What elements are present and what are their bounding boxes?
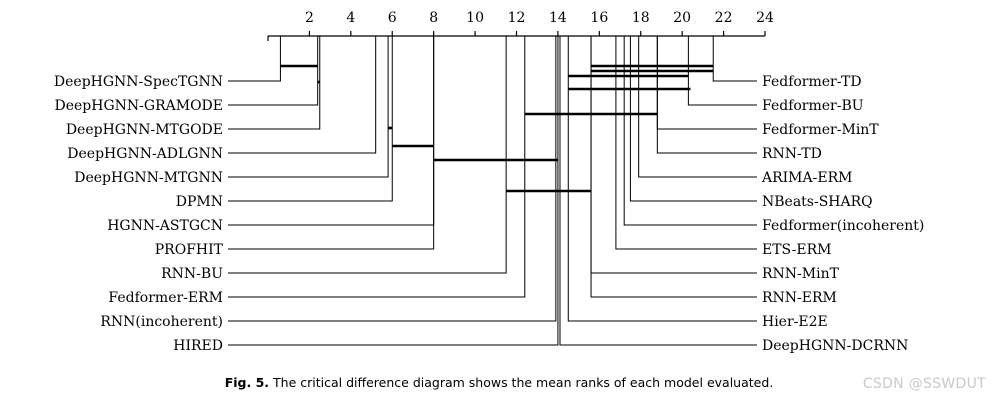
left-model-label: Fedformer-ERM bbox=[108, 290, 223, 306]
right-model-label: Hier-E2E bbox=[762, 314, 828, 330]
right-model-label: NBeats-SHARQ bbox=[762, 194, 873, 210]
right-model-connector bbox=[590, 36, 757, 298]
left-model-group: DeepHGNN-SpecTGNN DeepHGNN-GRAMODE DeepHGN… bbox=[54, 36, 559, 354]
right-model-label: Fedformer-BU bbox=[762, 98, 864, 114]
caption-text: The critical difference diagram shows th… bbox=[273, 375, 774, 390]
right-model-label: DeepHGNN-DCRNN bbox=[762, 338, 908, 354]
axis-tick-label: 24 bbox=[756, 10, 774, 26]
clique-bars bbox=[280, 64, 714, 193]
right-model-label: RNN-ERM bbox=[762, 290, 837, 306]
right-model-label: Fedformer(incoherent) bbox=[762, 218, 924, 234]
left-model-label: DeepHGNN-MTGODE bbox=[66, 122, 223, 138]
right-model-label: Fedformer-TD bbox=[762, 74, 862, 90]
left-model-label: DPMN bbox=[176, 194, 223, 210]
right-model-label: RNN-MinT bbox=[762, 266, 840, 282]
left-model-connector bbox=[228, 36, 389, 178]
right-model-connector bbox=[656, 36, 757, 130]
axis-tick-label: 12 bbox=[508, 10, 526, 26]
left-model-label: HIRED bbox=[173, 338, 223, 354]
left-model-connector bbox=[228, 36, 321, 130]
left-model-connector bbox=[228, 36, 507, 274]
left-model-label: HGNN-ASTGCN bbox=[107, 218, 223, 234]
left-model-connector bbox=[228, 36, 526, 298]
right-model-label: ETS-ERM bbox=[762, 242, 832, 258]
left-model-label: DeepHGNN-MTGNN bbox=[74, 170, 223, 186]
right-model-connector bbox=[687, 36, 757, 106]
right-model-connector bbox=[615, 36, 757, 250]
right-model-connector bbox=[629, 36, 757, 202]
right-model-group: Fedformer-TD Fedformer-BU Fedformer-MinT RN… bbox=[559, 36, 924, 354]
left-model-label: DeepHGNN-ADLGNN bbox=[67, 146, 223, 162]
left-model-connector bbox=[228, 36, 281, 82]
rank-axis: 2 4 6 8 10 12 14 16 18 20 22 24 bbox=[267, 10, 774, 41]
axis-tick-label: 22 bbox=[715, 10, 733, 26]
right-model-label: ARIMA-ERM bbox=[761, 170, 852, 186]
right-model-connector bbox=[559, 36, 757, 346]
left-model-label: RNN-BU bbox=[161, 266, 223, 282]
right-model-connector bbox=[623, 36, 757, 226]
left-model-connector bbox=[228, 36, 557, 322]
left-model-connector bbox=[228, 36, 435, 226]
axis-tick-label: 10 bbox=[466, 10, 484, 26]
axis-tick-label: 8 bbox=[429, 10, 438, 26]
left-model-label: RNN(incoherent) bbox=[100, 314, 223, 330]
axis-tick-label: 14 bbox=[549, 10, 567, 26]
axis-tick-label: 4 bbox=[346, 10, 355, 26]
figure-caption: Fig. 5. The critical difference diagram … bbox=[0, 375, 998, 390]
left-model-connector bbox=[228, 36, 319, 106]
watermark: CSDN @SSWDUT bbox=[862, 376, 986, 392]
axis-tick-label: 2 bbox=[305, 10, 314, 26]
left-model-label: DeepHGNN-GRAMODE bbox=[55, 98, 223, 114]
axis-tick-label: 6 bbox=[388, 10, 397, 26]
left-model-label: DeepHGNN-SpecTGNN bbox=[54, 74, 223, 90]
right-model-connector bbox=[567, 36, 757, 322]
left-model-label: PROFHIT bbox=[155, 242, 224, 258]
axis-tick-label: 20 bbox=[673, 10, 691, 26]
axis-tick-label: 16 bbox=[590, 10, 608, 26]
left-model-connector bbox=[228, 36, 377, 154]
caption-label: Fig. 5. bbox=[224, 375, 270, 390]
right-model-connector bbox=[656, 36, 757, 154]
right-model-connector bbox=[712, 36, 757, 82]
left-model-connector bbox=[228, 36, 435, 250]
right-model-label: Fedformer-MinT bbox=[762, 122, 879, 138]
right-model-label: RNN-TD bbox=[762, 146, 822, 162]
left-model-connector bbox=[228, 36, 559, 346]
right-model-connector bbox=[638, 36, 757, 178]
axis-tick-label: 18 bbox=[632, 10, 650, 26]
left-model-connector bbox=[228, 36, 393, 202]
